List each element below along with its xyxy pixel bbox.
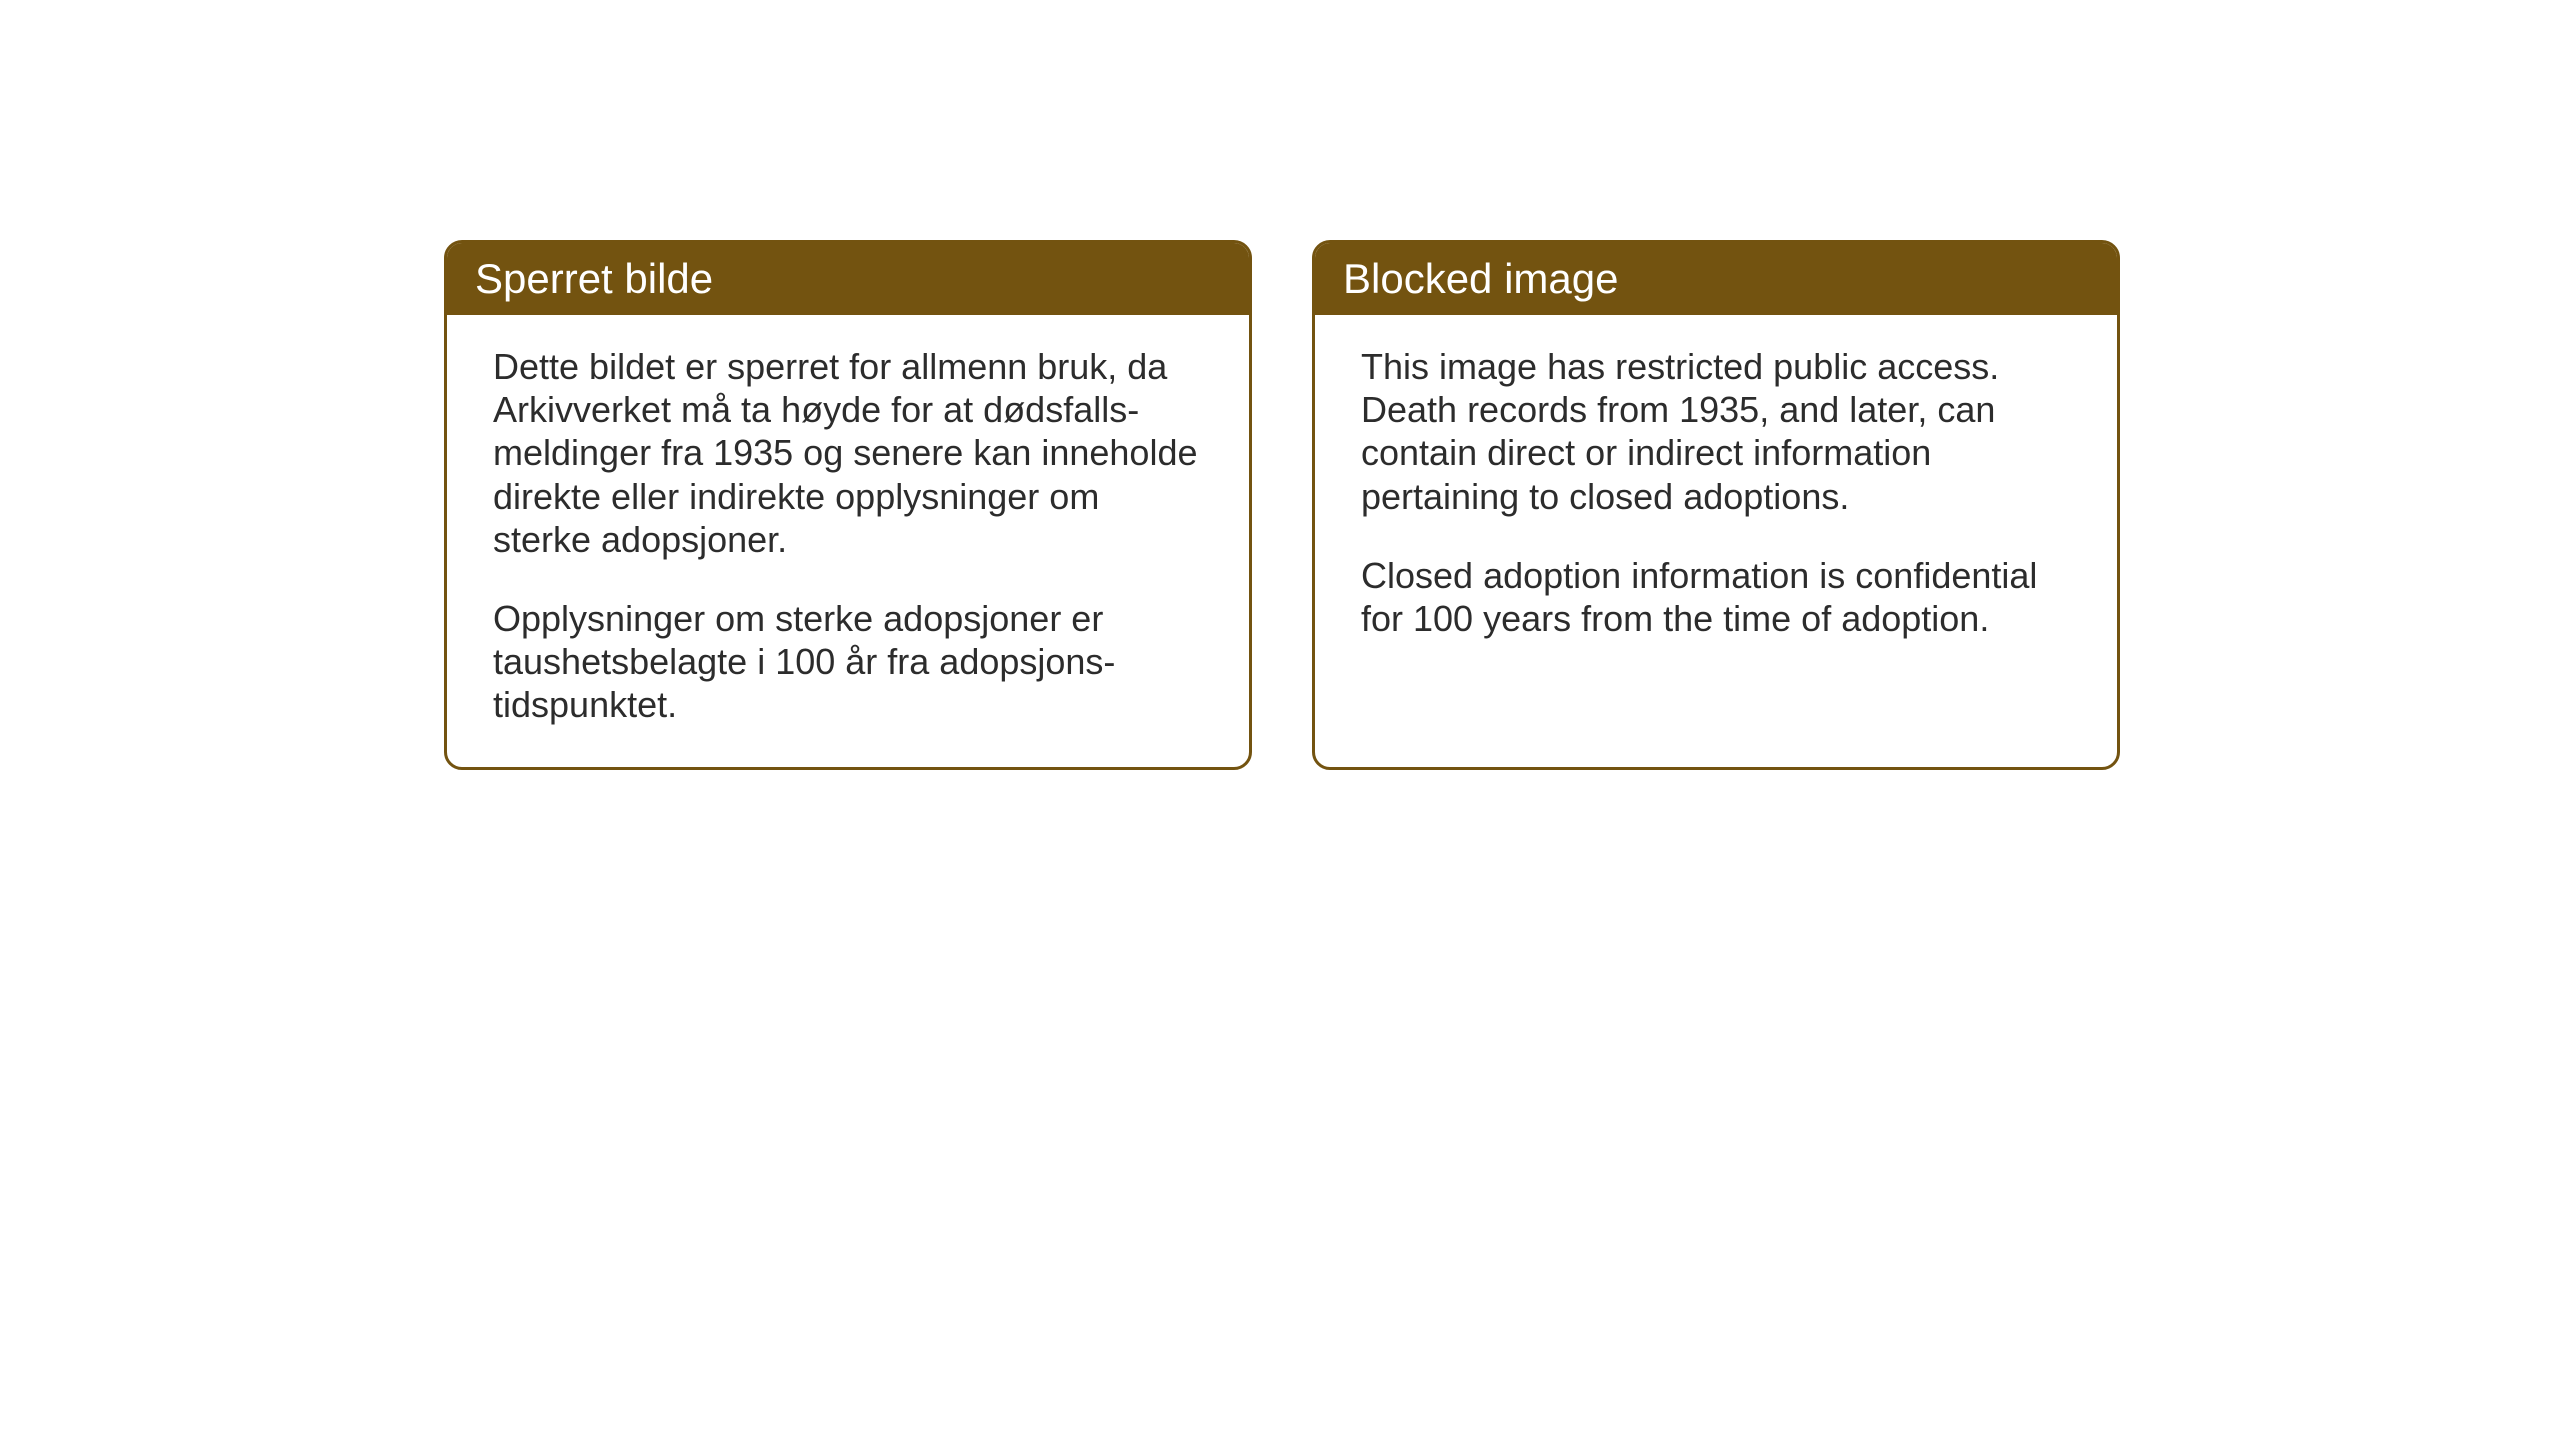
notice-paragraph-2-norwegian: Opplysninger om sterke adopsjoner er tau… — [493, 597, 1203, 727]
notice-box-english: Blocked image This image has restricted … — [1312, 240, 2120, 770]
notice-box-norwegian: Sperret bilde Dette bildet er sperret fo… — [444, 240, 1252, 770]
notice-body-english: This image has restricted public access.… — [1315, 315, 2117, 680]
notice-header-english: Blocked image — [1315, 243, 2117, 315]
notice-paragraph-1-english: This image has restricted public access.… — [1361, 345, 2071, 518]
notice-body-norwegian: Dette bildet er sperret for allmenn bruk… — [447, 315, 1249, 767]
notice-title-norwegian: Sperret bilde — [475, 255, 713, 302]
notices-container: Sperret bilde Dette bildet er sperret fo… — [444, 240, 2120, 770]
notice-paragraph-1-norwegian: Dette bildet er sperret for allmenn bruk… — [493, 345, 1203, 561]
notice-header-norwegian: Sperret bilde — [447, 243, 1249, 315]
notice-title-english: Blocked image — [1343, 255, 1618, 302]
notice-paragraph-2-english: Closed adoption information is confident… — [1361, 554, 2071, 640]
